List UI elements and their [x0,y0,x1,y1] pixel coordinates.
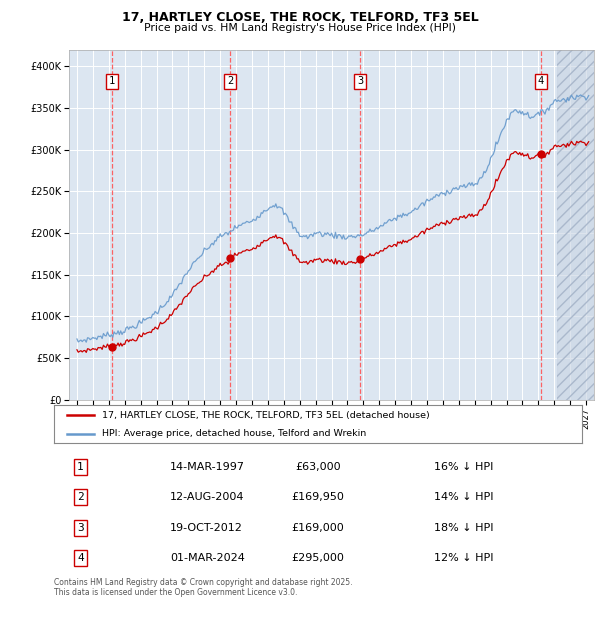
Text: Price paid vs. HM Land Registry's House Price Index (HPI): Price paid vs. HM Land Registry's House … [144,23,456,33]
Bar [557,50,594,400]
Text: 18% ↓ HPI: 18% ↓ HPI [434,523,494,533]
Text: 4: 4 [538,76,544,86]
Bar [557,50,594,400]
Text: 01-MAR-2024: 01-MAR-2024 [170,553,245,563]
Text: 17, HARTLEY CLOSE, THE ROCK, TELFORD, TF3 5EL: 17, HARTLEY CLOSE, THE ROCK, TELFORD, TF… [122,11,478,24]
Text: 1: 1 [77,462,84,472]
Text: £169,000: £169,000 [292,523,344,533]
Text: £295,000: £295,000 [292,553,344,563]
Text: 2: 2 [77,492,84,502]
Text: 1: 1 [109,76,115,86]
Text: 14% ↓ HPI: 14% ↓ HPI [434,492,494,502]
Text: 14-MAR-1997: 14-MAR-1997 [170,462,245,472]
Text: 12-AUG-2004: 12-AUG-2004 [170,492,245,502]
Text: 17, HARTLEY CLOSE, THE ROCK, TELFORD, TF3 5EL (detached house): 17, HARTLEY CLOSE, THE ROCK, TELFORD, TF… [101,410,429,420]
Text: £63,000: £63,000 [295,462,341,472]
Text: 19-OCT-2012: 19-OCT-2012 [170,523,243,533]
Text: HPI: Average price, detached house, Telford and Wrekin: HPI: Average price, detached house, Telf… [101,429,366,438]
Text: 3: 3 [77,523,84,533]
Text: 12% ↓ HPI: 12% ↓ HPI [434,553,494,563]
Text: 16% ↓ HPI: 16% ↓ HPI [434,462,494,472]
Text: 3: 3 [357,76,363,86]
Text: 2: 2 [227,76,233,86]
Text: Contains HM Land Registry data © Crown copyright and database right 2025.
This d: Contains HM Land Registry data © Crown c… [54,578,353,597]
Text: 4: 4 [77,553,84,563]
Text: £169,950: £169,950 [292,492,344,502]
